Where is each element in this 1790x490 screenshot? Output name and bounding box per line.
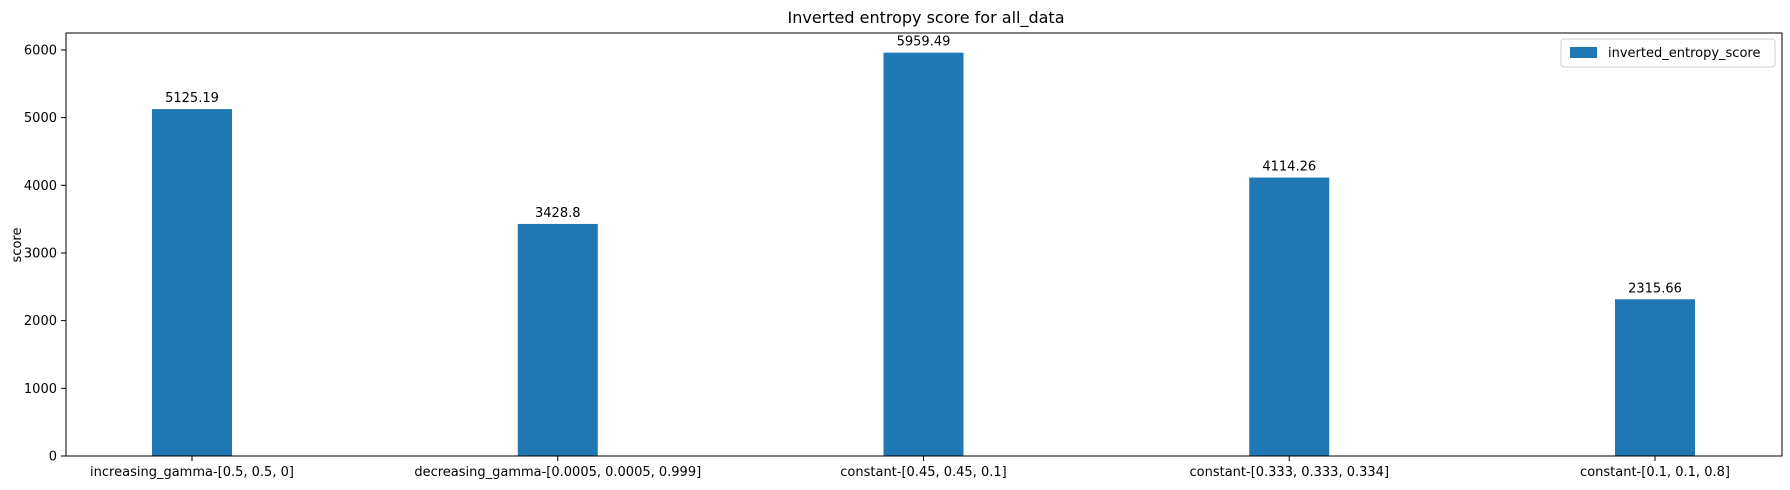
legend-label: inverted_entropy_score (1608, 46, 1760, 61)
plot-area: 5125.19 3428.8 5959.49 4114.26 2315.66 0 1000 2… (24, 32, 1783, 480)
bar (1249, 177, 1330, 457)
bar (883, 52, 964, 457)
y-axis-label: score (10, 228, 25, 263)
bar (152, 109, 232, 457)
bar (1615, 299, 1695, 456)
y-tick-label: 2000 (24, 314, 57, 329)
x-tick-label: decreasing_gamma-[0.0005, 0.0005, 0.999] (414, 465, 701, 480)
y-tick-label: 5000 (24, 111, 57, 126)
data-label: 2315.66 (1628, 281, 1682, 296)
data-label: 5959.49 (897, 35, 951, 50)
data-label: 4114.26 (1262, 160, 1316, 175)
data-label: 5125.19 (165, 91, 219, 106)
y-tick-label: 1000 (24, 382, 57, 397)
y-tick-label: 4000 (24, 179, 57, 194)
legend-box (1560, 38, 1776, 68)
chart-title: Inverted entropy score for all_data (788, 8, 1065, 28)
y-tick-label: 0 (49, 450, 57, 465)
x-tick-label: increasing_gamma-[0.5, 0.5, 0] (90, 465, 294, 480)
x-tick-label: constant-[0.1, 0.1, 0.8] (1580, 465, 1730, 480)
data-label: 3428.8 (535, 206, 581, 221)
legend-swatch (1570, 47, 1597, 58)
y-tick-label: 6000 (24, 43, 57, 58)
x-tick-label: constant-[0.45, 0.45, 0.1] (840, 465, 1006, 480)
x-tick-label: constant-[0.333, 0.333, 0.334] (1189, 465, 1389, 480)
y-tick-label: 3000 (24, 246, 57, 261)
bar (517, 223, 598, 456)
